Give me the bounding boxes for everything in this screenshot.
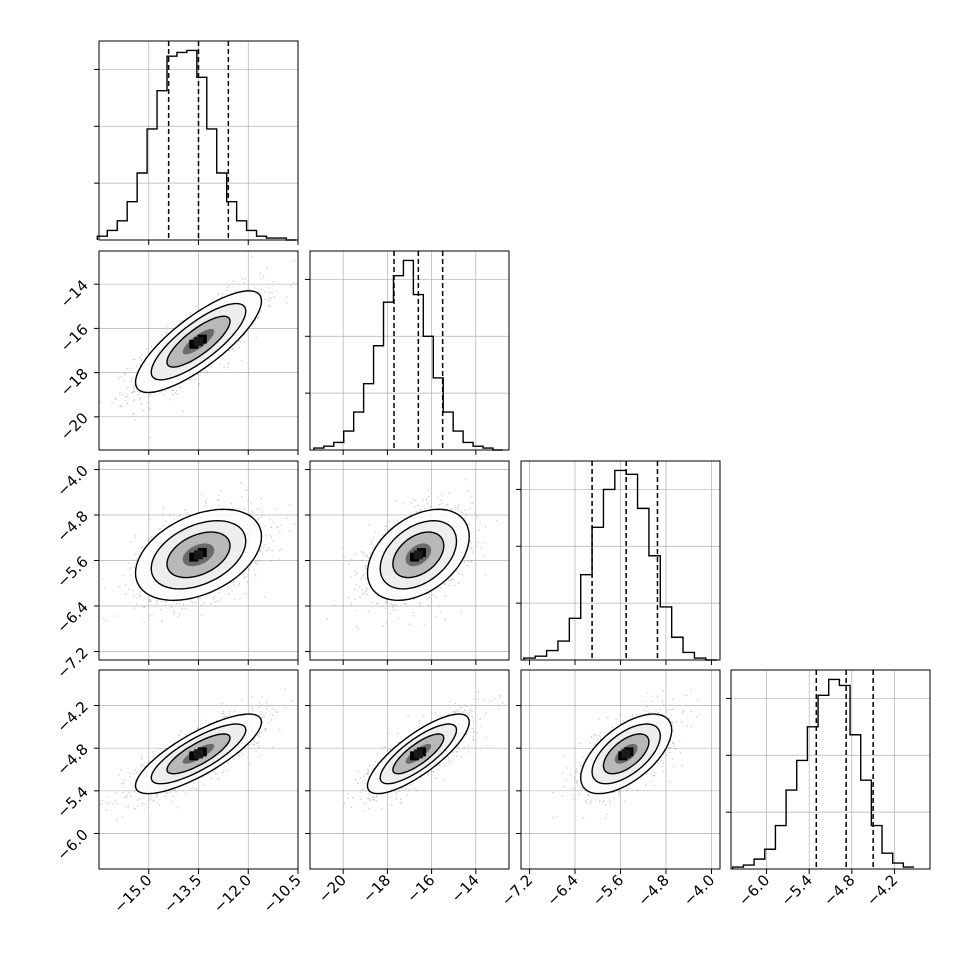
contour-line-1 xyxy=(366,508,470,602)
density-panel-3-1 xyxy=(98,460,299,661)
contour-line-3 xyxy=(392,531,445,579)
contour-line-1 xyxy=(134,290,263,394)
contour-line-3 xyxy=(166,733,231,775)
y-tick-label: −18 xyxy=(57,365,92,400)
density-peak xyxy=(194,337,203,347)
density-peak xyxy=(189,552,199,562)
contour-line-2 xyxy=(150,302,247,381)
y-tick-label: −4.2 xyxy=(53,698,91,736)
x-tick-label: −15.0 xyxy=(110,871,155,916)
density-panel-4-3 xyxy=(520,669,721,870)
density-panel-2-1 xyxy=(98,250,299,451)
contour-line-2 xyxy=(150,519,247,590)
contour-line-3 xyxy=(392,733,445,775)
density-frame xyxy=(309,669,510,870)
x-tick-label: −10.5 xyxy=(260,871,305,916)
x-tick-label: −4.2 xyxy=(863,871,901,909)
x-tick-label: −20 xyxy=(315,871,350,906)
contour-line-2 xyxy=(379,519,458,590)
x-tick-label: −5.6 xyxy=(589,871,627,909)
histogram-panel-2 xyxy=(305,250,510,451)
x-tick-label: −16 xyxy=(403,871,438,906)
density-peak xyxy=(413,749,423,759)
x-tick-label: −7.2 xyxy=(498,871,536,909)
y-tick-label: −4.8 xyxy=(53,740,91,778)
y-tick-label: −4.8 xyxy=(53,507,91,545)
contour-line-2 xyxy=(379,723,458,785)
x-tick-label: −6.0 xyxy=(735,871,773,909)
x-tick-label: −12.0 xyxy=(210,871,255,916)
histogram-panel-4 xyxy=(726,669,931,870)
histogram-panel-1 xyxy=(94,40,299,241)
density-peak xyxy=(189,339,199,349)
x-tick-label: −4.0 xyxy=(680,871,718,909)
y-tick-label: −7.2 xyxy=(53,644,91,682)
contour-line-1 xyxy=(579,713,673,795)
density-peak xyxy=(189,751,199,761)
contour-line-1 xyxy=(134,508,263,602)
x-tick-label: −14 xyxy=(448,871,483,906)
x-tick-label: −13.5 xyxy=(160,871,205,916)
histogram-series xyxy=(313,259,503,451)
density-peak xyxy=(621,749,631,759)
density-panel-4-1 xyxy=(98,669,299,870)
y-tick-label: −5.4 xyxy=(53,783,91,821)
histogram-series xyxy=(732,678,915,869)
density-peak xyxy=(194,550,203,560)
x-tick-label: −18 xyxy=(359,871,394,906)
density-peak xyxy=(194,749,203,759)
contour-line-3 xyxy=(602,733,650,775)
histogram-panel-3 xyxy=(516,460,721,661)
density-panel-3-2 xyxy=(309,460,510,661)
histogram-frame xyxy=(730,669,931,870)
histogram-frame xyxy=(309,250,510,451)
y-tick-label: −20 xyxy=(57,409,92,444)
histogram-series xyxy=(523,469,718,661)
histogram-series xyxy=(96,49,297,241)
x-tick-label: −5.4 xyxy=(778,871,816,909)
x-tick-label: −6.4 xyxy=(543,871,581,909)
y-tick-label: −6.4 xyxy=(53,598,91,636)
contour-line-1 xyxy=(134,713,263,795)
y-tick-label: −6.0 xyxy=(53,826,91,864)
y-tick-label: −5.6 xyxy=(53,553,91,591)
contour-line-3 xyxy=(166,531,231,579)
contour-line-1 xyxy=(366,713,470,795)
y-tick-label: −4.0 xyxy=(53,462,91,500)
x-tick-label: −4.8 xyxy=(634,871,672,909)
density-peak xyxy=(413,550,423,560)
contour-line-3 xyxy=(166,315,231,368)
x-tick-label: −4.8 xyxy=(820,871,858,909)
contour-line-2 xyxy=(150,723,247,785)
y-tick-label: −14 xyxy=(57,276,92,311)
density-panel-4-2 xyxy=(309,669,510,870)
contour-line-2 xyxy=(591,723,662,785)
y-tick-label: −16 xyxy=(57,320,92,355)
